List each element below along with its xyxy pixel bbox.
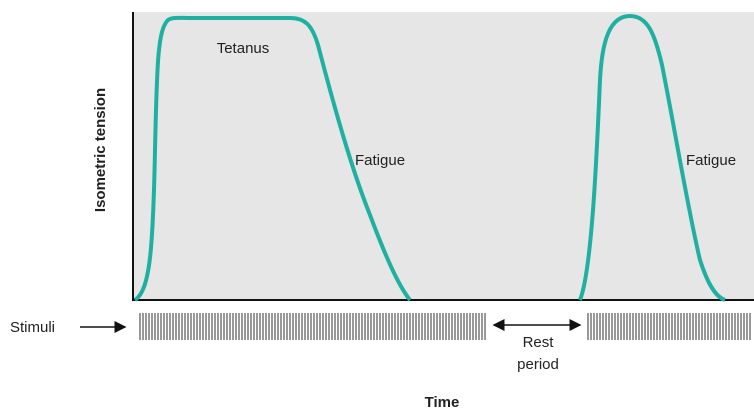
x-axis-label: Time [425,394,460,411]
rest-label: period [517,356,559,373]
fatigue-label: Fatigue [686,152,736,169]
y-axis-label: Isometric tension [92,88,109,212]
tetanus-label: Tetanus [217,40,270,57]
tension-curve-tetanus [133,15,412,302]
rest-label: Rest [523,334,555,351]
tension-curve-recovery [578,13,726,302]
stimuli-label: Stimuli [10,319,55,336]
fatigue-label: Fatigue [355,152,405,169]
plot-area [133,12,754,300]
stimuli-ticks [139,313,751,340]
